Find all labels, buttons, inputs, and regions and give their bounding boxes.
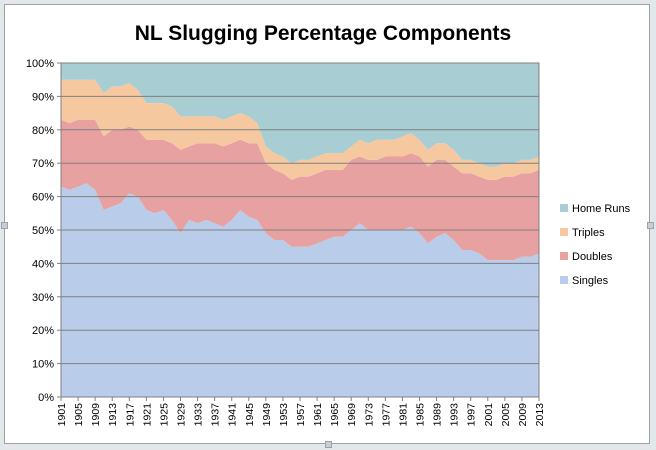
x-tick-label: 1917: [124, 403, 136, 427]
y-tick-label: 10%: [32, 359, 54, 371]
x-tick-label: 1969: [346, 403, 358, 427]
area-singles: [61, 183, 539, 397]
area-home-runs: [61, 63, 539, 167]
y-tick-label: 0%: [38, 392, 54, 404]
y-tick-label: 50%: [32, 225, 54, 237]
legend-label: Doubles: [572, 251, 613, 263]
legend-swatch: [560, 204, 568, 212]
x-tick-label: 2013: [534, 403, 546, 427]
legend-label: Singles: [572, 275, 609, 287]
x-tick-label: 1949: [261, 403, 273, 427]
gridlines: [61, 95, 539, 365]
area-doubles: [61, 119, 539, 261]
area-triples: [61, 79, 539, 180]
y-axis: 0% 10% 20% 30% 40% 50% 60% 70% 80% 90% 100%: [26, 58, 61, 404]
y-tick-label: 90%: [32, 91, 54, 103]
x-tick-label: 2005: [500, 403, 512, 427]
resize-handle-right[interactable]: [647, 222, 654, 229]
y-tick-label: 100%: [26, 58, 54, 70]
x-tick-label: 1921: [141, 403, 153, 427]
x-tick-label: 1997: [466, 403, 478, 427]
x-tick-label: 1985: [415, 403, 427, 427]
legend-swatch: [560, 228, 568, 236]
chart-title: NL Slugging Percentage Components: [135, 22, 511, 45]
x-tick-label: 1945: [244, 403, 256, 427]
x-tick-label: 1977: [380, 403, 392, 427]
x-tick-label: 1973: [363, 403, 375, 427]
x-tick-label: 1933: [193, 403, 205, 427]
x-tick-label: 1913: [107, 403, 119, 427]
x-tick-label: 1993: [449, 403, 461, 427]
legend: Home Runs Triples Doubles Singles: [560, 203, 631, 287]
x-tick-label: 1925: [158, 403, 170, 427]
x-tick-label: 1937: [210, 403, 222, 427]
x-tick-label: 1901: [56, 403, 68, 427]
y-tick-label: 40%: [32, 258, 54, 270]
resize-handle-left[interactable]: [1, 222, 8, 229]
resize-handle-bottom[interactable]: [325, 441, 332, 448]
x-tick-label: 1981: [397, 403, 409, 427]
x-tick-label: 2009: [517, 403, 529, 427]
y-tick-label: 80%: [32, 125, 54, 137]
legend-swatch: [560, 252, 568, 260]
x-tick-label: 1989: [432, 403, 444, 427]
legend-swatch: [560, 276, 568, 284]
plot-areas: [61, 63, 539, 397]
x-tick-label: 1909: [90, 403, 102, 427]
y-tick-label: 70%: [32, 158, 54, 170]
y-tick-label: 60%: [32, 192, 54, 204]
y-tick-label: 30%: [32, 292, 54, 304]
legend-label: Home Runs: [572, 203, 631, 215]
x-tick-label: 1941: [227, 403, 239, 427]
x-tick-label: 1957: [295, 403, 307, 427]
x-axis: 1901 1905 1909 1913 1917 1921 1925 1929 1933 1937…: [56, 397, 546, 426]
x-tick-label: 1929: [176, 403, 188, 427]
x-tick-label: 2001: [483, 403, 495, 427]
x-tick-label: 1953: [278, 403, 290, 427]
x-tick-label: 1961: [312, 403, 324, 427]
x-tick-label: 1965: [329, 403, 341, 427]
legend-label: Triples: [572, 227, 605, 239]
y-tick-label: 20%: [32, 325, 54, 337]
x-tick-label: 1905: [73, 403, 85, 427]
